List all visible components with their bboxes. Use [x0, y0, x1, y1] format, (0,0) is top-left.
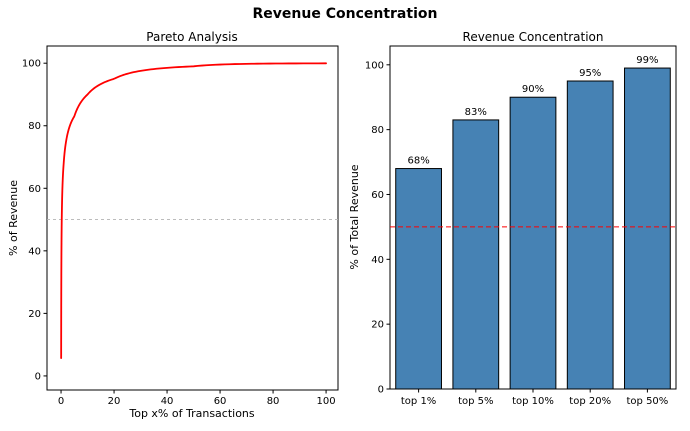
- figure-title: Revenue Concentration: [253, 6, 438, 22]
- bar-top1: [395, 168, 442, 390]
- y-tick-label: 60: [28, 184, 41, 195]
- x-tick-label: 60: [214, 396, 227, 407]
- category-label: top 50%: [627, 396, 669, 407]
- y-tick-label: 60: [371, 190, 384, 201]
- bar-top50: [624, 67, 671, 390]
- category-label: top 1%: [401, 396, 436, 407]
- pareto-curve: [60, 62, 327, 360]
- pareto-axes-frame: [46, 45, 339, 391]
- x-tick-label: 40: [161, 396, 174, 407]
- bar-value-label: 83%: [465, 107, 487, 118]
- bar-top10: [509, 96, 557, 390]
- category-label: top 10%: [512, 396, 554, 407]
- bar-top5: [452, 119, 500, 390]
- bar-value-label: 95%: [579, 68, 601, 79]
- bar-value-label: 68%: [407, 156, 429, 167]
- pareto-plot: Pareto Analysis 0 20 40 60 80 100 0 20 40 60 80 100…: [7, 30, 339, 420]
- bar-plot: Revenue Concentration 0 20 40 60 80 100 68% top…: [348, 30, 677, 407]
- pareto-title: Pareto Analysis: [146, 30, 237, 44]
- bar-top20: [566, 80, 614, 390]
- bar-ylabel: % of Total Revenue: [348, 164, 361, 269]
- y-tick-label: 20: [28, 309, 41, 320]
- pareto-ylabel: % of Revenue: [7, 180, 20, 256]
- x-tick-label: 0: [58, 396, 64, 407]
- pareto-content: 0 20 40 60 80 100 0 20 40 60 80 100: [22, 59, 338, 407]
- bar-value-label: 99%: [636, 55, 658, 66]
- y-tick-label: 0: [35, 371, 41, 382]
- y-tick-label: 80: [28, 121, 41, 132]
- y-tick-label: 20: [371, 320, 384, 331]
- bar-value-label: 90%: [522, 84, 544, 95]
- y-tick-label: 0: [378, 385, 384, 396]
- y-tick-label: 40: [28, 246, 41, 257]
- y-tick-label: 80: [371, 125, 384, 136]
- y-tick-label: 40: [371, 255, 384, 266]
- bar-title: Revenue Concentration: [463, 30, 604, 44]
- category-label: top 20%: [569, 396, 611, 407]
- y-tick-label: 100: [22, 59, 41, 70]
- x-tick-label: 80: [267, 396, 280, 407]
- x-tick-label: 20: [108, 396, 121, 407]
- bar-content: 0 20 40 60 80 100 68% top 1% 83% top 5% 90% top 10%…: [365, 55, 676, 407]
- x-tick-label: 100: [317, 396, 336, 407]
- y-tick-label: 100: [365, 60, 384, 71]
- category-label: top 5%: [458, 396, 493, 407]
- pareto-xlabel: Top x% of Transactions: [128, 407, 255, 420]
